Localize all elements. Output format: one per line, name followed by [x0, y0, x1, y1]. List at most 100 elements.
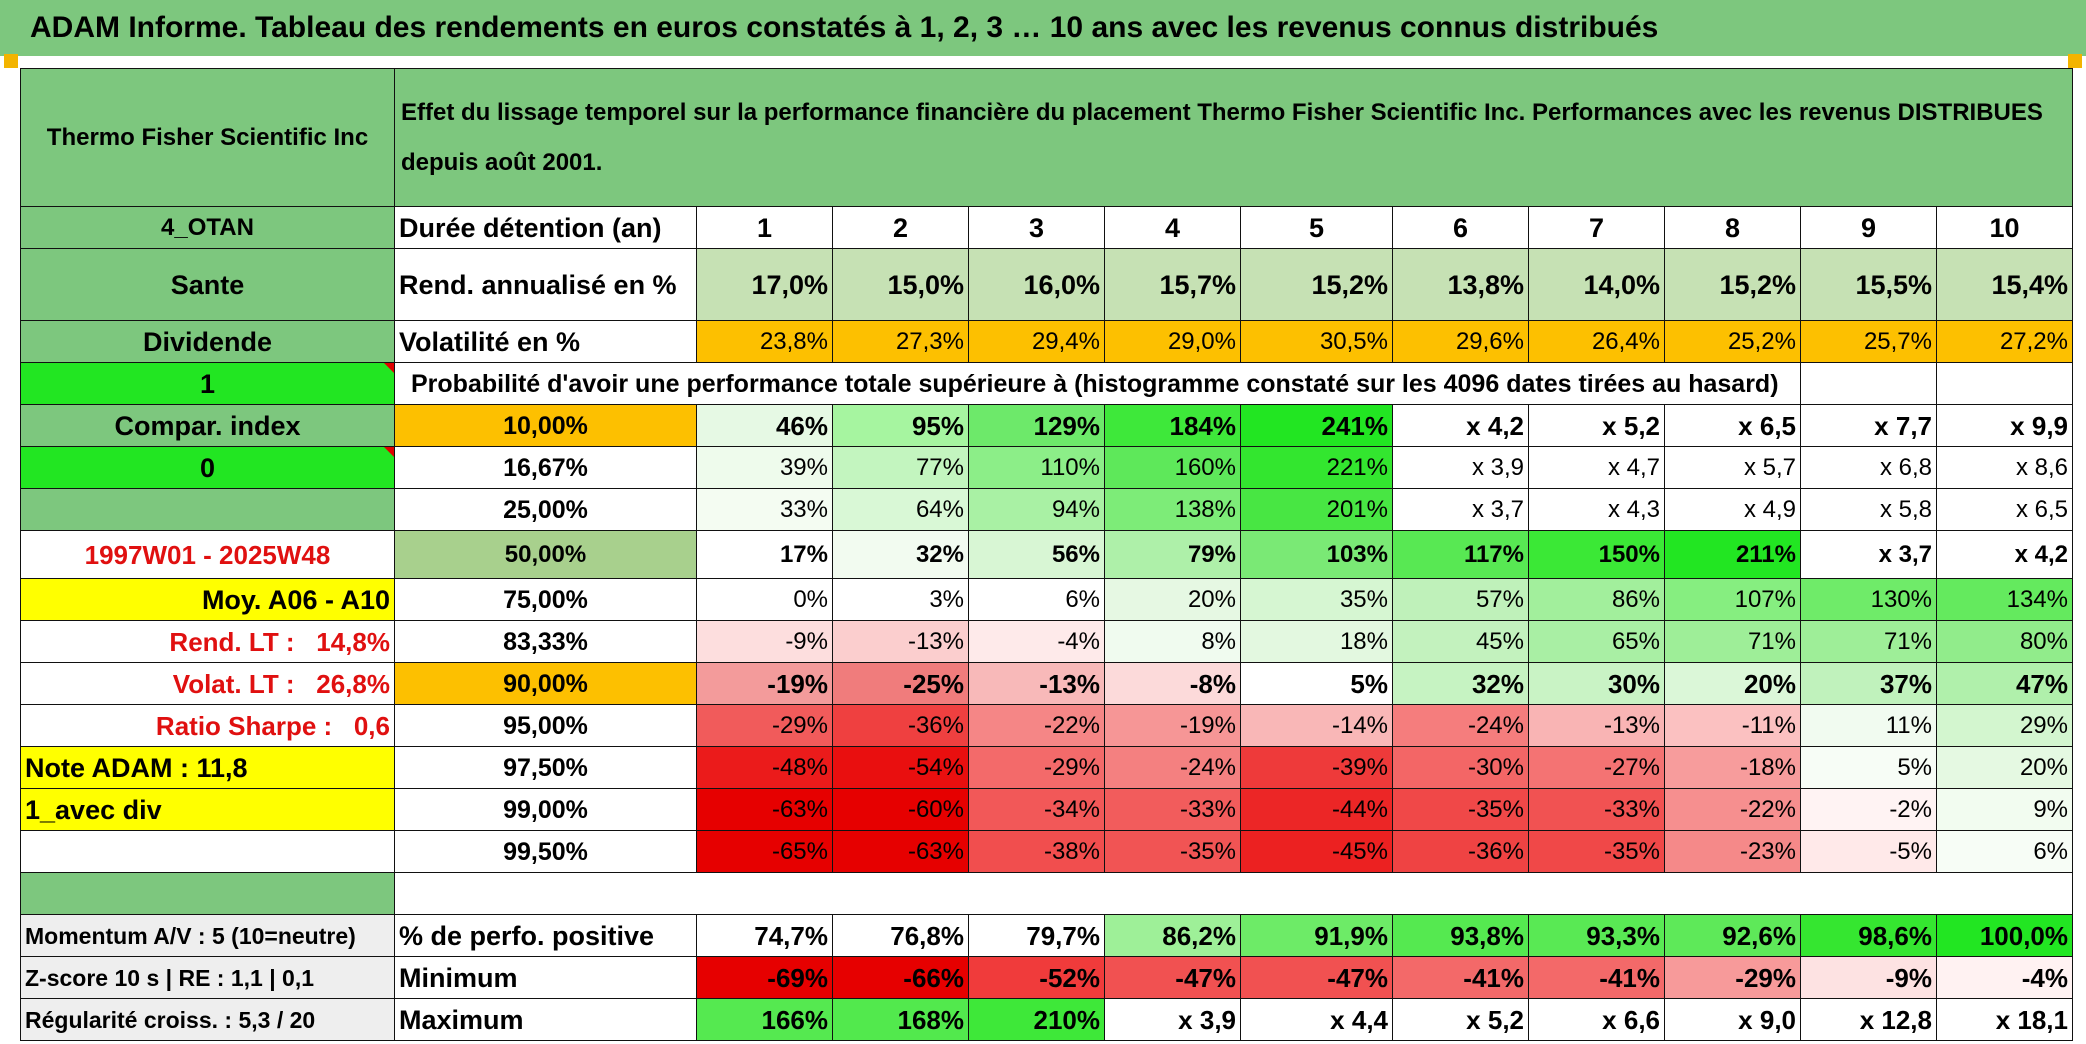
- probability-value: -63%: [696, 788, 833, 831]
- probability-value: 241%: [1240, 404, 1393, 447]
- probability-value: -36%: [1392, 830, 1529, 873]
- probability-value: 56%: [968, 530, 1105, 579]
- probability-value: 71%: [1664, 620, 1801, 663]
- probability-value: 201%: [1240, 488, 1393, 531]
- probability-value: x 9,9: [1936, 404, 2073, 447]
- rend-value: 16,0%: [968, 248, 1105, 321]
- probability-value: -25%: [832, 662, 969, 705]
- probability-value: 39%: [696, 446, 833, 489]
- volat-label: Volatilité en %: [394, 320, 697, 363]
- max-value: x 6,6: [1528, 998, 1665, 1041]
- probability-value: -14%: [1240, 704, 1393, 747]
- pos-value: 93,8%: [1392, 914, 1529, 957]
- probability-value: 8%: [1104, 620, 1241, 663]
- probability-value: 35%: [1240, 578, 1393, 621]
- probability-value: -44%: [1240, 788, 1393, 831]
- threshold-label: 10,00%: [394, 404, 697, 447]
- probability-value: -2%: [1800, 788, 1937, 831]
- volat-value: 30,5%: [1240, 320, 1393, 363]
- probability-value: -22%: [1664, 788, 1801, 831]
- probability-value: -13%: [1528, 704, 1665, 747]
- probability-value: -35%: [1104, 830, 1241, 873]
- probability-value: 20%: [1664, 662, 1801, 705]
- probability-value: x 5,2: [1528, 404, 1665, 447]
- year-header: 6: [1392, 206, 1529, 249]
- probability-value: 32%: [1392, 662, 1529, 705]
- probability-value: 110%: [968, 446, 1105, 489]
- probability-value: -30%: [1392, 746, 1529, 789]
- probability-value: -27%: [1528, 746, 1665, 789]
- probability-value: -22%: [968, 704, 1105, 747]
- threshold-label: 16,67%: [394, 446, 697, 489]
- probability-value: x 3,7: [1800, 530, 1937, 579]
- pos-value: 100,0%: [1936, 914, 2073, 957]
- probability-value: 37%: [1800, 662, 1937, 705]
- probability-value: -54%: [832, 746, 969, 789]
- probability-value: 6%: [968, 578, 1105, 621]
- threshold-label: 75,00%: [394, 578, 697, 621]
- probability-value: 30%: [1528, 662, 1665, 705]
- min-value: -52%: [968, 956, 1105, 999]
- report-title: ADAM Informe. Tableau des rendements en …: [0, 0, 2086, 56]
- max-value: x 3,9: [1104, 998, 1241, 1041]
- left-variant: 1_avec div: [20, 788, 395, 831]
- probability-value: 6%: [1936, 830, 2073, 873]
- rend-lt-label: Rend. LT :: [169, 626, 295, 657]
- fund-code: 4_OTAN: [20, 206, 395, 249]
- probability-value: 134%: [1936, 578, 2073, 621]
- rend-value: 14,0%: [1528, 248, 1665, 321]
- threshold-label: 95,00%: [394, 704, 697, 747]
- probability-value: 33%: [696, 488, 833, 531]
- probability-value: 130%: [1800, 578, 1937, 621]
- probability-value: 57%: [1392, 578, 1529, 621]
- empty-cell: [1936, 362, 2073, 405]
- threshold-label: 99,00%: [394, 788, 697, 831]
- company-name: Thermo Fisher Scientific Inc: [20, 68, 395, 207]
- year-header: 5: [1240, 206, 1393, 249]
- corner-marker: [4, 54, 18, 68]
- rend-lt-summary: Rend. LT : 14,8%: [20, 620, 395, 663]
- max-value: 210%: [968, 998, 1105, 1041]
- min-value: -41%: [1392, 956, 1529, 999]
- min-value: -9%: [1800, 956, 1937, 999]
- min-value: -66%: [832, 956, 969, 999]
- spacer-cell: [20, 872, 395, 915]
- probability-value: 11%: [1800, 704, 1937, 747]
- spacer: [295, 669, 317, 699]
- year-header: 3: [968, 206, 1105, 249]
- probability-value: 47%: [1936, 662, 2073, 705]
- corner-marker: [2068, 54, 2082, 68]
- probability-value: -33%: [1104, 788, 1241, 831]
- sector-label: Sante: [20, 248, 395, 321]
- probability-value: 150%: [1528, 530, 1665, 579]
- probability-value: x 4,2: [1392, 404, 1529, 447]
- max-value: 166%: [696, 998, 833, 1041]
- probability-value: x 6,8: [1800, 446, 1937, 489]
- probability-value: 32%: [832, 530, 969, 579]
- probability-value: 46%: [696, 404, 833, 447]
- probability-value: 103%: [1240, 530, 1393, 579]
- probability-value: -29%: [696, 704, 833, 747]
- volat-value: 29,6%: [1392, 320, 1529, 363]
- pos-label: % de perfo. positive: [394, 914, 697, 957]
- regularite-indicator: Régularité croiss. : 5,3 / 20: [20, 998, 395, 1041]
- empty-cell: [1800, 362, 1937, 405]
- volat-value: 26,4%: [1528, 320, 1665, 363]
- threshold-label: 97,50%: [394, 746, 697, 789]
- probability-value: 64%: [832, 488, 969, 531]
- probability-value: x 5,8: [1800, 488, 1937, 531]
- volat-value: 29,4%: [968, 320, 1105, 363]
- option-flag-1[interactable]: 1: [20, 362, 395, 405]
- probability-value: -29%: [968, 746, 1105, 789]
- volat-value: 27,3%: [832, 320, 969, 363]
- left-flag0[interactable]: 0: [20, 446, 395, 489]
- probability-value: 9%: [1936, 788, 2073, 831]
- pos-value: 98,6%: [1800, 914, 1937, 957]
- momentum-indicator: Momentum A/V : 5 (10=neutre): [20, 914, 395, 957]
- spacer: [332, 711, 354, 741]
- left-note: Note ADAM : 11,8: [20, 746, 395, 789]
- year-header: 2: [832, 206, 969, 249]
- probability-value: 86%: [1528, 578, 1665, 621]
- spacer-row: [20, 872, 2073, 915]
- threshold-label: 50,00%: [394, 530, 697, 579]
